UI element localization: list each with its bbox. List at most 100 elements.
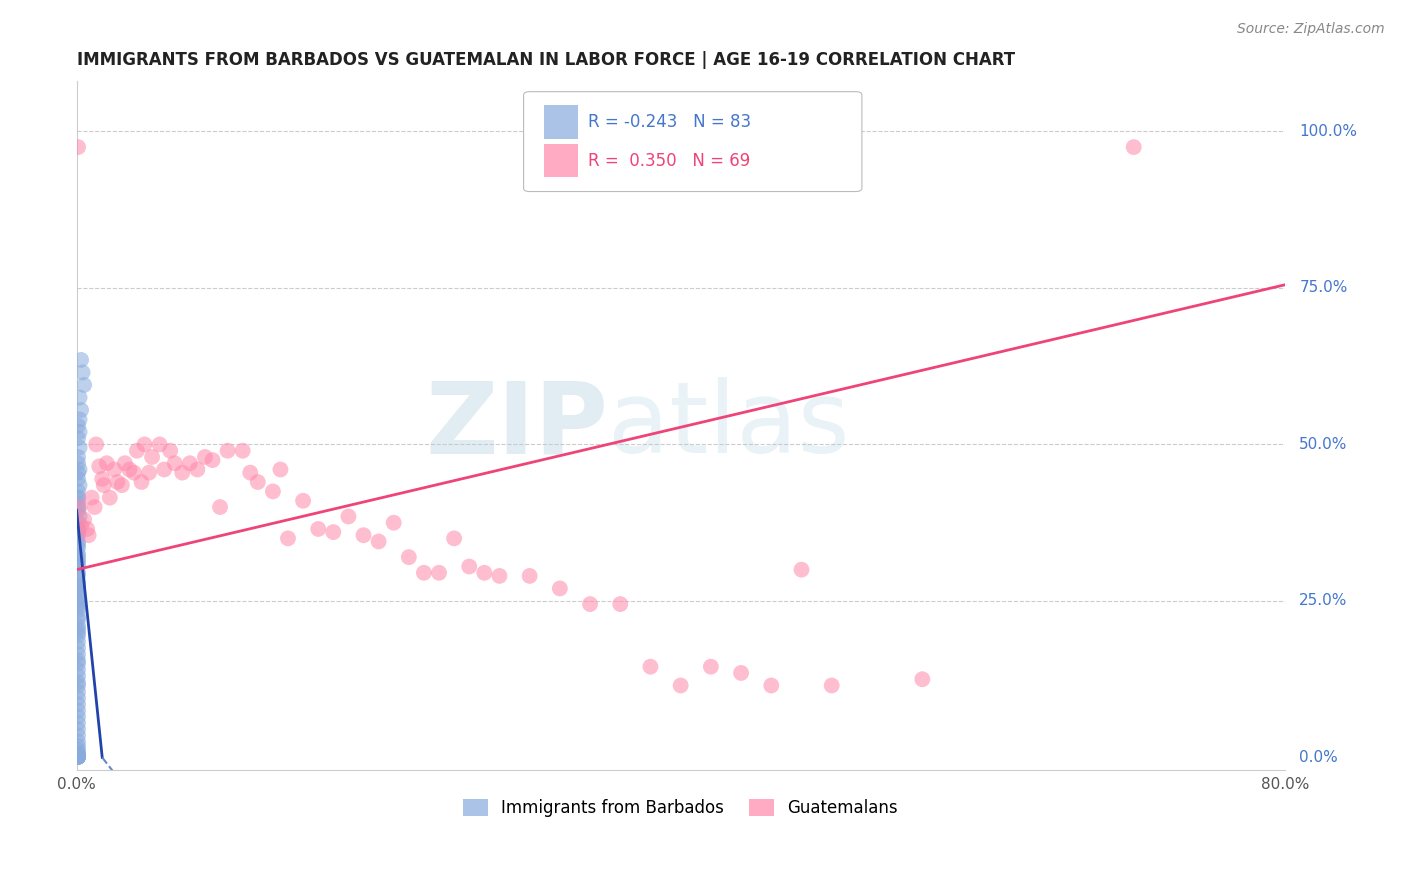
Text: 100.0%: 100.0% — [1299, 124, 1357, 139]
Point — [67, 749, 90, 764]
Point — [761, 678, 783, 692]
Text: Source: ZipAtlas.com: Source: ZipAtlas.com — [1237, 22, 1385, 37]
Text: IMMIGRANTS FROM BARBADOS VS GUATEMALAN IN LABOR FORCE | AGE 16-19 CORRELATION CH: IMMIGRANTS FROM BARBADOS VS GUATEMALAN I… — [76, 51, 1015, 69]
Point — [93, 478, 115, 492]
Point — [67, 739, 90, 754]
Point — [398, 550, 420, 565]
Point — [367, 534, 389, 549]
Point — [232, 443, 254, 458]
Point — [353, 528, 375, 542]
Point — [67, 640, 90, 655]
Point — [105, 475, 128, 489]
Point — [134, 437, 156, 451]
Point — [548, 582, 571, 596]
Text: R = -0.243   N = 83: R = -0.243 N = 83 — [588, 113, 751, 131]
Text: R =  0.350   N = 69: R = 0.350 N = 69 — [588, 152, 749, 169]
Point — [69, 478, 91, 492]
Point — [67, 516, 90, 530]
Point — [67, 749, 90, 764]
Point — [91, 472, 114, 486]
Point — [67, 684, 90, 698]
Point — [67, 653, 90, 667]
Point — [67, 749, 90, 764]
Point — [67, 569, 90, 583]
Point — [67, 716, 90, 731]
Point — [700, 659, 723, 673]
Point — [262, 484, 284, 499]
Point — [67, 418, 90, 433]
Point — [67, 749, 90, 764]
Point — [67, 503, 90, 517]
Point — [67, 628, 90, 642]
Point — [72, 366, 94, 380]
Point — [80, 491, 103, 505]
Point — [427, 566, 450, 580]
Point — [67, 743, 90, 757]
Point — [472, 566, 495, 580]
Point — [67, 748, 90, 763]
Point — [609, 597, 631, 611]
Point — [67, 603, 90, 617]
Point — [1122, 140, 1144, 154]
Point — [67, 647, 90, 661]
Point — [194, 450, 217, 464]
Point — [239, 466, 262, 480]
Point — [67, 582, 90, 596]
Point — [67, 749, 90, 764]
Point — [67, 472, 90, 486]
Point — [69, 462, 91, 476]
Point — [67, 550, 90, 565]
Point — [67, 547, 90, 561]
Point — [579, 597, 602, 611]
Point — [67, 749, 90, 764]
Point — [67, 675, 90, 690]
Point — [67, 749, 90, 764]
Point — [67, 746, 90, 760]
Point — [77, 528, 100, 542]
Point — [67, 704, 90, 718]
Point — [172, 466, 194, 480]
Point — [67, 559, 90, 574]
Point — [67, 497, 90, 511]
Point — [67, 657, 90, 671]
Point — [67, 609, 90, 624]
Point — [67, 622, 90, 636]
Point — [67, 140, 90, 154]
Point — [67, 591, 90, 605]
Point — [519, 569, 541, 583]
Point — [67, 663, 90, 677]
Point — [84, 437, 107, 451]
Text: 50.0%: 50.0% — [1299, 437, 1347, 452]
Point — [67, 566, 90, 580]
Text: 25.0%: 25.0% — [1299, 593, 1347, 608]
Point — [67, 584, 90, 599]
Point — [67, 456, 90, 470]
Point — [67, 634, 90, 648]
Point — [67, 619, 90, 633]
Point — [138, 466, 160, 480]
Bar — [544, 105, 578, 138]
Point — [67, 669, 90, 683]
Point — [669, 678, 692, 692]
Point — [67, 528, 90, 542]
Point — [118, 462, 141, 476]
Point — [67, 691, 90, 706]
Point — [122, 466, 145, 480]
Point — [67, 541, 90, 555]
Point — [83, 500, 105, 514]
Point — [67, 594, 90, 608]
Point — [269, 462, 291, 476]
Point — [163, 456, 186, 470]
Point — [488, 569, 510, 583]
Point — [217, 443, 239, 458]
Point — [382, 516, 405, 530]
Point — [89, 459, 111, 474]
Point — [153, 462, 176, 476]
Text: 75.0%: 75.0% — [1299, 280, 1347, 295]
Point — [70, 519, 93, 533]
Point — [67, 735, 90, 749]
Point — [307, 522, 329, 536]
Point — [730, 665, 752, 680]
FancyBboxPatch shape — [523, 92, 862, 192]
Point — [67, 698, 90, 712]
